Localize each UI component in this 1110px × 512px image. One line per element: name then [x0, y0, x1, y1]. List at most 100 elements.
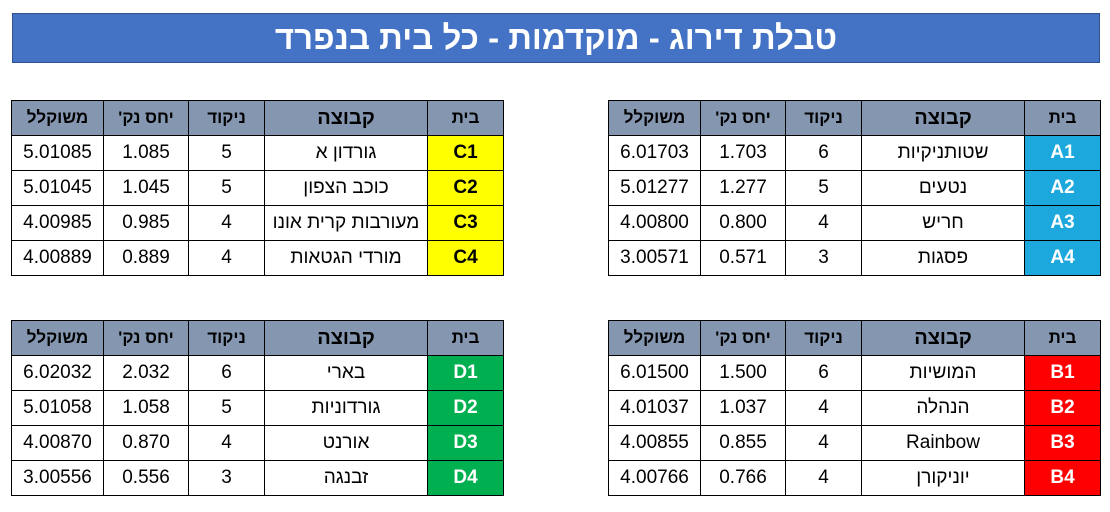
points-cell: 4: [785, 205, 862, 241]
weighted-cell: 3.00571: [608, 240, 701, 276]
house-cell: B1: [1024, 355, 1101, 391]
weighted-cell: 6.01500: [608, 355, 701, 391]
house-cell: A2: [1024, 170, 1101, 206]
header-points: ניקוד: [785, 320, 862, 356]
team-cell: מורדי הגטאות: [264, 240, 428, 276]
ratio-cell: 1.703: [700, 135, 786, 171]
points-cell: 4: [188, 240, 265, 276]
house-cell: B4: [1024, 460, 1101, 496]
points-cell: 4: [188, 425, 265, 461]
points-cell: 5: [188, 390, 265, 426]
header-house: בית: [427, 100, 504, 136]
group-b-table: בית קבוצה ניקוד יחס נק' משוקלל B1 המושיות…: [608, 320, 1101, 496]
ratio-cell: 0.855: [700, 425, 786, 461]
team-cell: המושיות: [861, 355, 1025, 391]
weighted-cell: 3.00556: [11, 460, 104, 496]
header-team: קבוצה: [264, 320, 428, 356]
points-cell: 5: [785, 170, 862, 206]
group-c-table: בית קבוצה ניקוד יחס נק' משוקלל C1 גורדון …: [11, 100, 504, 276]
table-row: A3 חריש 4 0.800 4.00800: [608, 205, 1101, 241]
table-header-row: בית קבוצה ניקוד יחס נק' משוקלל: [608, 320, 1101, 356]
weighted-cell: 6.02032: [11, 355, 104, 391]
team-cell: שטותניקיות: [861, 135, 1025, 171]
group-a-table: בית קבוצה ניקוד יחס נק' משוקלל A1 שטותניק…: [608, 100, 1101, 276]
house-cell: C3: [427, 205, 504, 241]
table-row: C1 גורדון א 5 1.085 5.01085: [11, 135, 504, 171]
weighted-cell: 4.00985: [11, 205, 104, 241]
team-cell: הנהלה: [861, 390, 1025, 426]
ratio-cell: 1.037: [700, 390, 786, 426]
points-cell: 6: [188, 355, 265, 391]
points-cell: 5: [188, 170, 265, 206]
table-row: B2 הנהלה 4 1.037 4.01037: [608, 390, 1101, 426]
points-cell: 4: [785, 425, 862, 461]
house-cell: A1: [1024, 135, 1101, 171]
table-row: B4 יוניקורן 4 0.766 4.00766: [608, 460, 1101, 496]
points-cell: 6: [785, 355, 862, 391]
header-house: בית: [1024, 100, 1101, 136]
house-cell: A3: [1024, 205, 1101, 241]
table-row: D4 זבנגה 3 0.556 3.00556: [11, 460, 504, 496]
ratio-cell: 1.045: [103, 170, 189, 206]
header-team: קבוצה: [264, 100, 428, 136]
header-ratio: יחס נק': [700, 100, 786, 136]
points-cell: 3: [188, 460, 265, 496]
table-row: C2 כוכב הצפון 5 1.045 5.01045: [11, 170, 504, 206]
house-cell: A4: [1024, 240, 1101, 276]
weighted-cell: 4.00766: [608, 460, 701, 496]
header-points: ניקוד: [188, 320, 265, 356]
weighted-cell: 4.00889: [11, 240, 104, 276]
team-cell: יוניקורן: [861, 460, 1025, 496]
house-cell: D2: [427, 390, 504, 426]
house-cell: D1: [427, 355, 504, 391]
ratio-cell: 0.870: [103, 425, 189, 461]
ratio-cell: 1.058: [103, 390, 189, 426]
table-row: D2 גורדוניות 5 1.058 5.01058: [11, 390, 504, 426]
team-cell: אורנט: [264, 425, 428, 461]
header-team: קבוצה: [861, 320, 1025, 356]
header-weighted: משוקלל: [11, 320, 104, 356]
house-cell: B3: [1024, 425, 1101, 461]
table-row: A1 שטותניקיות 6 1.703 6.01703: [608, 135, 1101, 171]
ratio-cell: 2.032: [103, 355, 189, 391]
table-header-row: בית קבוצה ניקוד יחס נק' משוקלל: [11, 100, 504, 136]
points-cell: 5: [188, 135, 265, 171]
weighted-cell: 4.00800: [608, 205, 701, 241]
header-ratio: יחס נק': [103, 100, 189, 136]
team-cell: חריש: [861, 205, 1025, 241]
header-points: ניקוד: [785, 100, 862, 136]
team-cell: Rainbow: [861, 425, 1025, 461]
team-cell: מעורבות קרית אונו: [264, 205, 428, 241]
ratio-cell: 1.500: [700, 355, 786, 391]
house-cell: C2: [427, 170, 504, 206]
weighted-cell: 4.00855: [608, 425, 701, 461]
points-cell: 3: [785, 240, 862, 276]
house-cell: C4: [427, 240, 504, 276]
table-row: B3 Rainbow 4 0.855 4.00855: [608, 425, 1101, 461]
table-row: C3 מעורבות קרית אונו 4 0.985 4.00985: [11, 205, 504, 241]
header-points: ניקוד: [188, 100, 265, 136]
ratio-cell: 0.889: [103, 240, 189, 276]
header-weighted: משוקלל: [11, 100, 104, 136]
header-weighted: משוקלל: [608, 100, 701, 136]
house-cell: D3: [427, 425, 504, 461]
header-team: קבוצה: [861, 100, 1025, 136]
header-house: בית: [1024, 320, 1101, 356]
table-header-row: בית קבוצה ניקוד יחס נק' משוקלל: [608, 100, 1101, 136]
table-row: A4 פסגות 3 0.571 3.00571: [608, 240, 1101, 276]
weighted-cell: 5.01085: [11, 135, 104, 171]
weighted-cell: 5.01045: [11, 170, 104, 206]
points-cell: 6: [785, 135, 862, 171]
points-cell: 4: [785, 460, 862, 496]
table-row: C4 מורדי הגטאות 4 0.889 4.00889: [11, 240, 504, 276]
group-d-table: בית קבוצה ניקוד יחס נק' משוקלל D1 בארי 6 2.…: [11, 320, 504, 496]
points-cell: 4: [785, 390, 862, 426]
team-cell: נטעים: [861, 170, 1025, 206]
team-cell: גורדון א: [264, 135, 428, 171]
ratio-cell: 0.571: [700, 240, 786, 276]
house-cell: D4: [427, 460, 504, 496]
house-cell: B2: [1024, 390, 1101, 426]
ratio-cell: 1.277: [700, 170, 786, 206]
team-cell: בארי: [264, 355, 428, 391]
weighted-cell: 6.01703: [608, 135, 701, 171]
